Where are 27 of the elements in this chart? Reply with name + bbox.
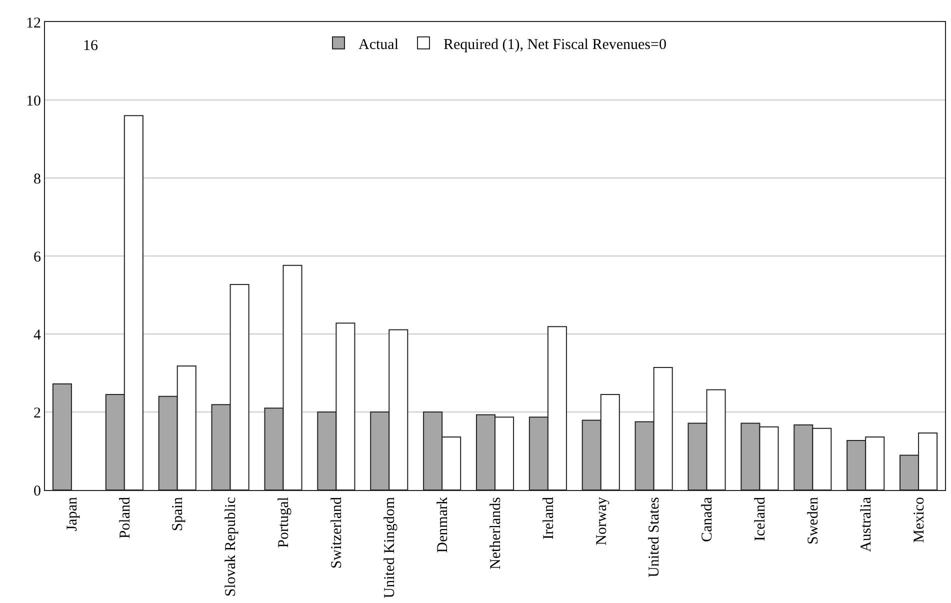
x-tick-label: United States [646, 496, 663, 578]
y-tick-label: 10 [26, 93, 41, 110]
y-tick-label: 6 [34, 249, 42, 266]
x-tick-label: Norway [594, 496, 610, 546]
x-tick-label: Denmark [434, 496, 451, 553]
y-tick-label: 12 [26, 15, 41, 32]
x-tick-label: Slovak Republic [223, 496, 240, 597]
legend-label: Actual [358, 36, 398, 53]
x-tick-label: Mexico [911, 497, 928, 543]
x-tick-label: Iceland [752, 496, 769, 542]
x-tick-label: Spain [170, 496, 186, 532]
annotation: 16 [83, 38, 98, 54]
x-tick-label: Japan [64, 496, 80, 532]
legend-label: Required (1), Net Fiscal Revenues=0 [443, 36, 666, 53]
x-tick-label: Australia [858, 496, 874, 552]
x-tick-label: Canada [700, 496, 716, 542]
x-tick-label: Switzerland [329, 496, 346, 569]
x-tick-label: Poland [117, 496, 134, 539]
x-tick-label: Portugal [276, 497, 292, 548]
x-tick-label: Netherlands [488, 496, 504, 570]
y-tick-label: 2 [34, 405, 41, 422]
x-tick-label: United Kingdom [382, 496, 398, 598]
y-tick-label: 4 [34, 327, 42, 344]
x-tick-label: Ireland [540, 496, 557, 540]
x-tick-label: Sweden [806, 496, 822, 544]
y-tick-label: 8 [34, 171, 41, 188]
y-tick-label: 0 [34, 483, 41, 500]
